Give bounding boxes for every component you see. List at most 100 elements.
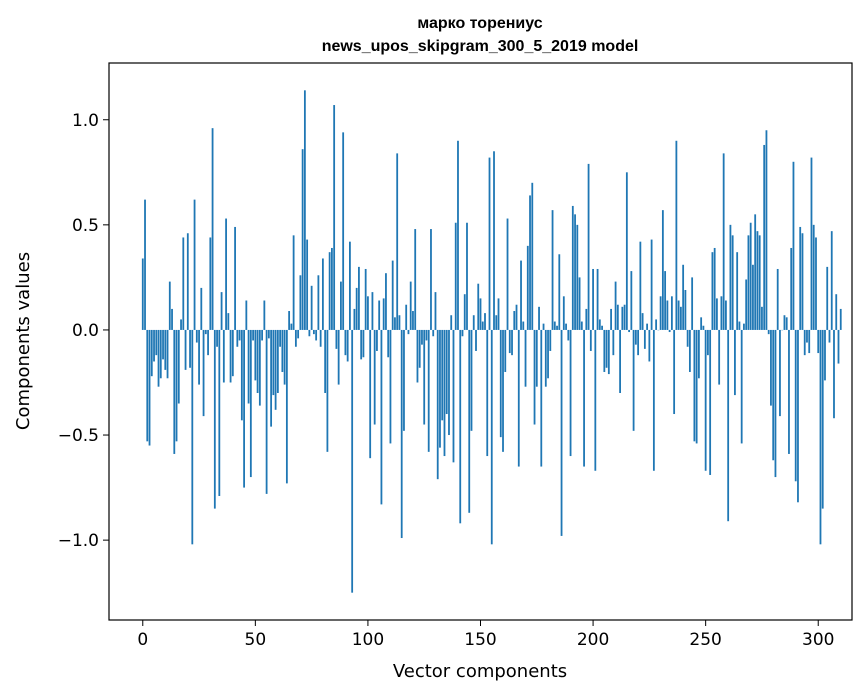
- bar: [168, 281, 171, 330]
- bar: [236, 329, 239, 347]
- bar: [324, 329, 327, 393]
- bar: [292, 235, 295, 330]
- bar: [427, 329, 430, 452]
- bar: [285, 329, 288, 484]
- bar: [312, 329, 315, 335]
- bar: [452, 329, 455, 463]
- bar: [349, 241, 351, 330]
- bar: [459, 329, 462, 524]
- bar: [612, 329, 615, 356]
- bar: [177, 329, 180, 404]
- bar: [340, 281, 342, 330]
- bar: [808, 329, 811, 354]
- bar: [785, 317, 788, 330]
- bar: [450, 315, 453, 330]
- bar: [159, 329, 162, 379]
- bar: [652, 329, 655, 471]
- bar: [824, 329, 826, 381]
- bar: [385, 273, 387, 330]
- bar: [522, 321, 525, 330]
- bar: [544, 329, 547, 387]
- bar: [297, 329, 300, 339]
- bar: [713, 247, 716, 330]
- bar: [630, 271, 633, 330]
- bar: [281, 329, 284, 372]
- bar: [493, 151, 495, 330]
- bar: [423, 329, 426, 425]
- y-tick-label: 0.5: [72, 216, 99, 236]
- bar: [598, 319, 601, 330]
- bar: [664, 271, 667, 330]
- bar: [643, 329, 646, 349]
- bar: [812, 224, 815, 330]
- bar: [670, 296, 673, 330]
- bar: [371, 292, 374, 330]
- bar: [308, 329, 311, 337]
- bar: [193, 199, 196, 330]
- bar: [200, 287, 203, 330]
- bar: [342, 132, 345, 330]
- bar: [227, 313, 230, 330]
- bar: [585, 308, 588, 330]
- bar-group: [141, 90, 842, 593]
- bar: [725, 300, 727, 330]
- bar: [400, 329, 403, 539]
- bar: [806, 329, 808, 343]
- bar: [499, 329, 502, 438]
- bar: [353, 308, 356, 330]
- bar: [488, 157, 491, 330]
- bar: [587, 163, 590, 330]
- bar: [150, 329, 153, 377]
- bar: [801, 233, 804, 330]
- bar: [141, 258, 144, 330]
- bar: [529, 195, 531, 330]
- bar: [668, 329, 671, 333]
- bar: [202, 329, 205, 417]
- bar: [418, 329, 421, 368]
- bar: [592, 268, 594, 330]
- bar: [614, 281, 617, 330]
- bar: [421, 329, 423, 345]
- bar: [749, 222, 752, 330]
- bar: [625, 172, 628, 330]
- x-axis: 0 50 100 150 200 250 300: [137, 620, 834, 650]
- bar: [468, 329, 471, 513]
- bar: [799, 226, 802, 330]
- bar: [542, 323, 545, 330]
- bar: [700, 317, 703, 330]
- bar: [294, 329, 297, 347]
- bar: [272, 329, 275, 396]
- bar: [256, 329, 259, 393]
- bar: [171, 308, 173, 330]
- bar: [779, 329, 781, 417]
- bar: [583, 329, 585, 467]
- bar: [396, 153, 399, 330]
- bar: [637, 329, 640, 356]
- bar: [758, 235, 761, 330]
- bar: [346, 329, 349, 362]
- bar: [391, 260, 394, 330]
- bar: [797, 329, 799, 503]
- bar: [490, 329, 493, 545]
- bar: [508, 329, 511, 354]
- bar: [225, 218, 227, 330]
- bar: [457, 140, 459, 330]
- bar: [191, 329, 194, 545]
- bar: [580, 321, 583, 330]
- bar: [767, 329, 770, 335]
- bar: [596, 268, 599, 330]
- bar: [747, 235, 750, 330]
- bar: [195, 329, 198, 343]
- bar: [538, 306, 540, 330]
- bar: [634, 329, 637, 345]
- bar: [310, 285, 313, 330]
- bar: [704, 329, 707, 471]
- bar: [817, 329, 820, 354]
- bar: [655, 319, 658, 330]
- bar: [263, 300, 266, 330]
- bar: [754, 214, 757, 330]
- bar: [497, 298, 500, 330]
- bar: [549, 329, 552, 351]
- bar: [830, 231, 833, 330]
- bar: [722, 153, 725, 330]
